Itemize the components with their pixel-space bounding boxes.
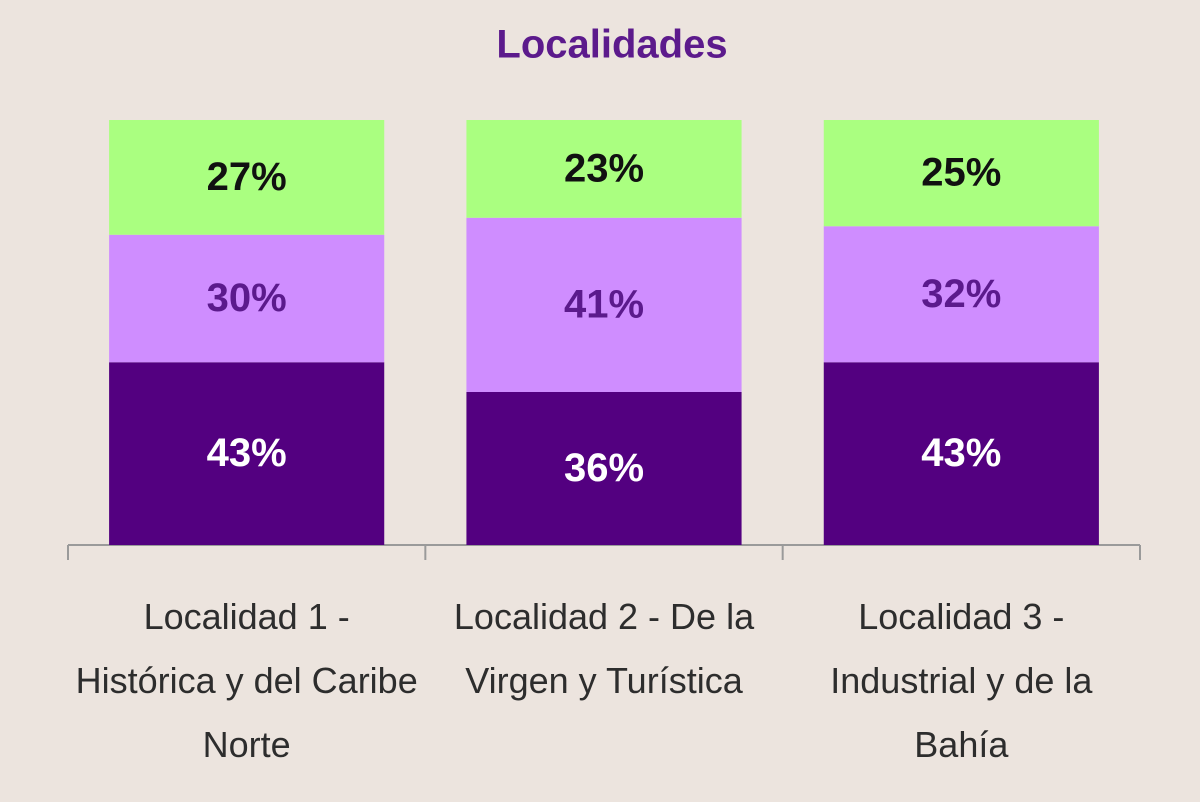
x-tick-label: Localidad 2 - De la Virgen y Turística — [453, 596, 755, 701]
data-label: 43% — [921, 431, 1001, 475]
x-tick-label: Localidad 1 - Histórica y del Caribe Nor… — [75, 596, 418, 765]
bar-segment — [823, 226, 1099, 363]
bar-segment — [109, 362, 385, 545]
data-label: 25% — [921, 151, 1001, 195]
data-label: 27% — [207, 155, 287, 199]
data-label: 43% — [207, 431, 287, 475]
bar-segment — [823, 120, 1099, 227]
bar-segment — [466, 217, 742, 392]
bar-segment — [823, 362, 1099, 545]
bar-segment — [109, 234, 385, 363]
chart-title: Localidades — [496, 23, 727, 67]
data-label: 41% — [564, 282, 644, 326]
data-label: 23% — [564, 146, 644, 190]
bar-segment — [466, 120, 742, 218]
x-tick-label: Localidad 3 - Industrial y de la Bahía — [830, 596, 1093, 765]
data-label: 30% — [207, 276, 287, 320]
data-label: 36% — [564, 446, 644, 490]
data-label: 32% — [921, 272, 1001, 316]
bar-segment — [466, 392, 742, 545]
bar-segment — [109, 120, 385, 235]
